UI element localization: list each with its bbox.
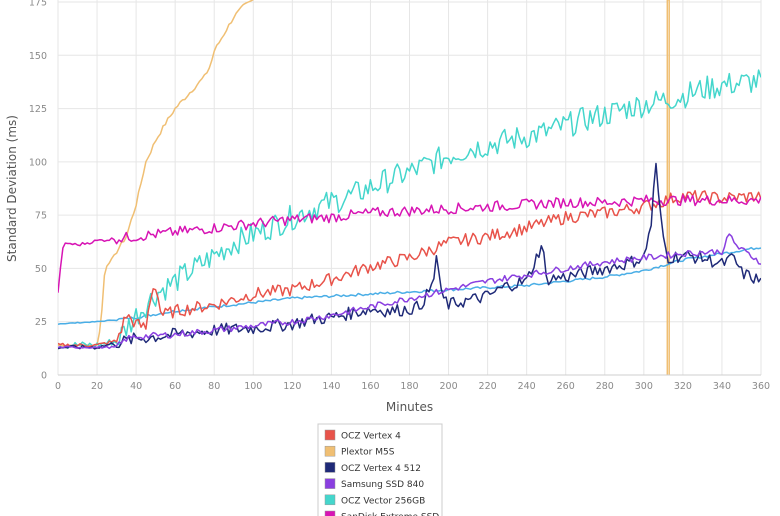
y-tick-label: 175 bbox=[29, 0, 47, 9]
x-tick-label: 240 bbox=[518, 381, 536, 392]
legend-label: Plextor M5S bbox=[341, 448, 395, 458]
legend-label: OCZ Vertex 4 512 bbox=[341, 464, 421, 474]
grid-lines bbox=[57, 0, 762, 376]
x-tick-label: 160 bbox=[361, 381, 379, 392]
legend-swatch bbox=[324, 494, 336, 506]
legend-swatch bbox=[324, 462, 336, 473]
y-tick-label: 125 bbox=[29, 104, 47, 115]
series-line-6 bbox=[58, 69, 761, 349]
x-tick-label: 340 bbox=[713, 381, 731, 392]
legend-label: OCZ Vertex 4 bbox=[341, 432, 401, 442]
legend-swatch bbox=[324, 429, 336, 441]
series-line-2 bbox=[58, 0, 254, 347]
x-tick-label: 80 bbox=[208, 381, 220, 392]
series-layer bbox=[58, 0, 761, 375]
x-tick-label: 300 bbox=[635, 381, 653, 392]
legend-swatch bbox=[324, 478, 336, 489]
y-tick-label: 100 bbox=[29, 157, 47, 168]
x-tick-label: 360 bbox=[752, 381, 770, 392]
x-tick-label: 60 bbox=[169, 381, 181, 392]
axes: 0 20 40 60 80 100 120 140 160 180 200 220 240 260 280 3… bbox=[29, 0, 770, 392]
x-tick-label: 140 bbox=[322, 381, 340, 392]
series-line-5 bbox=[58, 233, 761, 350]
series-line-1 bbox=[58, 189, 761, 348]
x-tick-label: 260 bbox=[557, 381, 575, 392]
x-tick-label: 200 bbox=[439, 381, 457, 392]
x-tick-label: 0 bbox=[55, 381, 61, 392]
x-tick-label: 120 bbox=[283, 381, 301, 392]
legend-label: SanDisk Extreme SSD bbox=[341, 513, 439, 516]
x-tick-label: 280 bbox=[596, 381, 614, 392]
series-line-3 bbox=[666, 0, 670, 375]
x-tick-label: 180 bbox=[400, 381, 418, 392]
x-tick-label: 220 bbox=[479, 381, 497, 392]
x-tick-label: 320 bbox=[674, 381, 692, 392]
x-axis-title: Minutes bbox=[386, 400, 433, 414]
legend-label: OCZ Vector 256GB bbox=[341, 496, 425, 506]
legend-swatch bbox=[324, 445, 336, 457]
y-tick-label: 50 bbox=[35, 264, 47, 275]
x-tick-label: 100 bbox=[244, 381, 262, 392]
y-tick-label: 150 bbox=[29, 51, 47, 62]
y-tick-label: 75 bbox=[35, 211, 47, 222]
series-line-7 bbox=[58, 194, 761, 293]
x-tick-label: 20 bbox=[91, 381, 103, 392]
legend-label: Samsung SSD 840 bbox=[341, 480, 424, 490]
legend-swatch bbox=[324, 510, 336, 516]
x-tick-label: 40 bbox=[130, 381, 142, 392]
y-axis-title: Standard Deviation (ms) bbox=[5, 115, 19, 262]
legend: OCZ Vertex 4 Plextor M5S OCZ Vertex 4 512 S… bbox=[317, 423, 443, 516]
y-tick-label: 0 bbox=[41, 371, 47, 382]
series-line-8 bbox=[58, 246, 761, 325]
y-tick-label: 25 bbox=[35, 317, 47, 328]
legend-box bbox=[317, 423, 443, 516]
